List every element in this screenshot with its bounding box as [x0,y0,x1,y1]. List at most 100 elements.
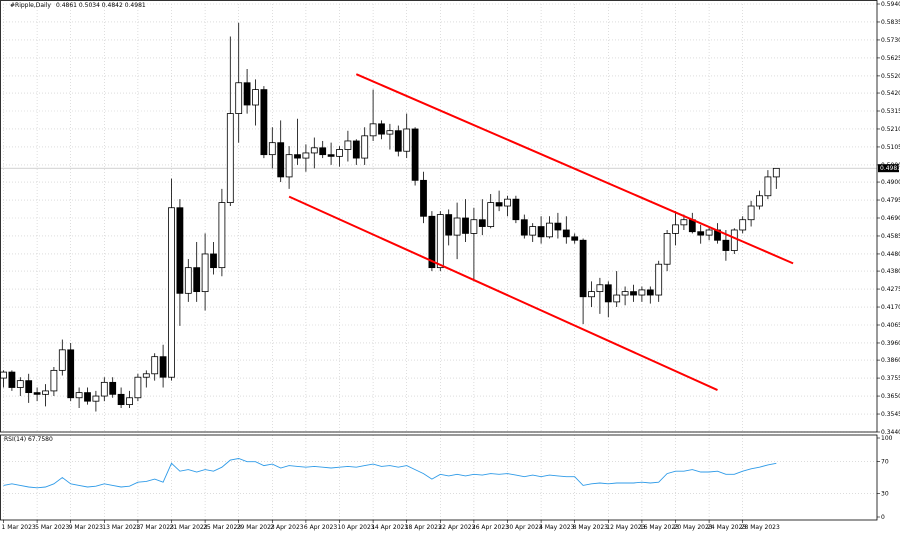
price-tick-label: 0.5625 [881,55,900,62]
price-tick-label: 0.5105 [881,144,900,151]
candle [537,216,545,244]
candle [277,120,285,183]
price-tick-label: 0.5420 [881,90,900,97]
candle [268,127,276,169]
bullish-candle-body [252,89,259,106]
bullish-candle-body [663,233,671,265]
bearish-candle-body [84,392,91,402]
bearish-candle-body [579,239,587,298]
bullish-candle-body [680,219,688,226]
date-tick-label: 20 May 2023 [674,524,713,531]
bullish-candle-body [201,253,209,293]
date-tick-label: 14 Apr 2023 [371,524,408,531]
date-tick-label: 22 Apr 2023 [438,524,475,531]
candle [75,387,83,409]
candle [470,207,478,282]
bearish-candle-body [8,371,16,388]
bullish-candle-body [739,219,747,231]
price-tick-label: 0.3755 [881,375,900,382]
bullish-candle-body [42,390,49,395]
price-tick-label: 0.4170 [881,304,900,311]
rsi-tick-label: 0 [881,514,885,521]
bearish-candle-body [478,219,486,227]
date-tick-label: 13 Mar 2023 [102,524,140,531]
price-tick-label: 0.4275 [881,286,900,293]
candle [352,139,360,165]
price-tick-label: 0.5210 [881,126,900,133]
bullish-candle-body [613,294,621,303]
candle [646,286,654,304]
bullish-candle-body [126,397,133,406]
bullish-candle-body [386,130,394,135]
candle [529,223,537,242]
bullish-candle-body [75,392,83,399]
candle [386,123,394,150]
bearish-candle-body [512,198,520,221]
bullish-candle-body [50,369,58,392]
candle [487,194,495,229]
candle [504,195,511,217]
bearish-candle-body [352,140,360,159]
bearish-candle-body [243,82,251,106]
bearish-candle-body [176,207,184,294]
bullish-candle-body [621,291,629,296]
candles-layer [0,22,780,412]
price-tick-label: 0.3960 [881,340,900,347]
bearish-candle-body [520,219,528,236]
candle [512,195,520,224]
bearish-candle-body [378,123,385,135]
candle [630,284,637,302]
price-axis: 0.5940 0.5835 0.5730 0.5625 0.5520 0.5420 0.53… [877,1,900,436]
bearish-candle-body [294,154,301,159]
bearish-candle-body [537,226,545,238]
price-tick-label: 0.3440 [881,429,900,436]
candle [403,113,411,159]
candle [285,146,293,189]
current-price-box [878,164,899,173]
candle [453,202,461,260]
bullish-candle-body [226,113,234,203]
bullish-candle-body [638,289,646,296]
candle [310,137,318,169]
bearish-candle-body [428,215,436,269]
candle [218,188,226,277]
bullish-candle-body [151,356,159,375]
bullish-candle-body [655,263,663,296]
bearish-candle-body [210,253,217,269]
date-tick-label: 29 Mar 2023 [237,524,275,531]
price-tick-label: 0.4380 [881,268,900,275]
candle [42,384,49,407]
candle [67,342,75,402]
bearish-candle-body [394,130,402,152]
main-panel-frame [0,0,878,433]
date-tick-label: 8 May 2023 [573,524,608,531]
candle [100,377,108,402]
price-tick-label: 0.3860 [881,357,900,364]
bearish-candle-body [159,356,167,378]
candle [554,212,562,239]
candle [436,211,444,272]
candle [730,228,738,254]
bullish-candle-body [100,381,108,397]
date-tick-label: 26 Apr 2023 [472,524,509,531]
candle [747,200,755,227]
bullish-candle-body [596,284,604,293]
candle [562,216,570,244]
candle [579,238,587,325]
candle [361,127,369,165]
channel-lower-line [288,195,718,391]
bearish-candle-body [697,231,705,236]
bullish-candle-body [344,140,352,150]
date-tick-label: 24 May 2023 [707,524,746,531]
price-tick-label: 0.4900 [881,179,900,186]
date-tick-label: 5 Mar 2023 [35,524,69,531]
bullish-candle-body [403,128,411,152]
candle [621,286,629,306]
date-tick-label: 16 May 2023 [640,524,679,531]
bullish-candle-body [369,123,377,137]
bullish-candle-body [134,376,142,399]
date-tick-label: 6 Apr 2023 [304,524,337,531]
date-tick-label: 25 Mar 2023 [203,524,241,531]
